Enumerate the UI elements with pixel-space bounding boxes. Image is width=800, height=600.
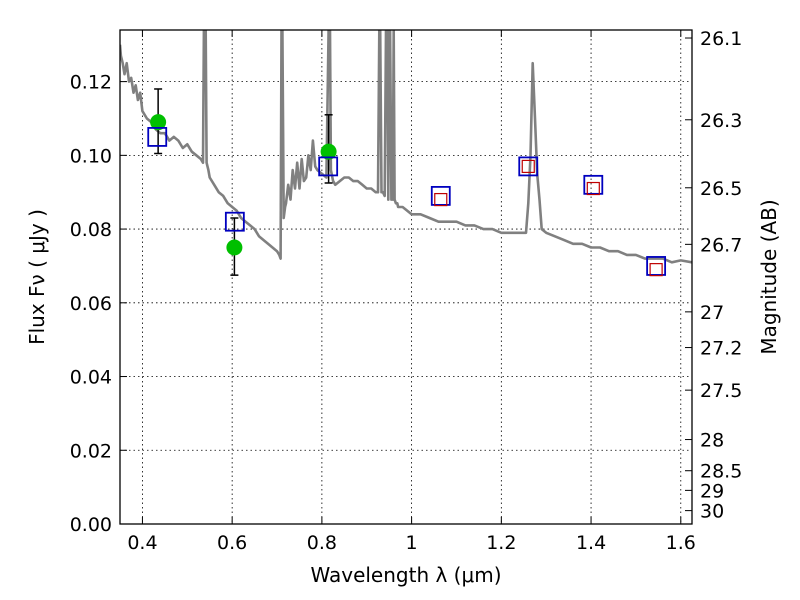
y2-tick-label: 27.2	[700, 338, 742, 360]
y2-tick-label: 29	[700, 480, 724, 502]
plot-frame	[119, 29, 693, 525]
y2-tick-label: 26.3	[700, 110, 742, 132]
upper-limit-square	[521, 159, 535, 174]
y2-tick-label: 27	[700, 302, 724, 324]
y2-tick-label: 26.1	[700, 28, 742, 50]
x-tick-label: 1.4	[576, 532, 606, 554]
x-tick-label: 0.6	[217, 532, 247, 554]
y2-tick-label: 26.7	[700, 234, 742, 256]
y2-tick-label: 26.5	[700, 178, 742, 200]
observed-flux-point	[226, 239, 243, 256]
y-tick-label: 0.10	[70, 145, 112, 167]
model-flux-square	[147, 127, 168, 147]
upper-limit-square	[649, 263, 663, 277]
upper-limit-square	[434, 192, 448, 207]
y2-axis-title: Magnitude (AB)	[757, 199, 781, 354]
model-flux-square	[583, 174, 604, 195]
y2-tick-label: 28	[700, 430, 724, 452]
x-tick-label: 0.4	[127, 532, 157, 554]
observed-flux-point	[150, 114, 167, 131]
tick-labels: 0.4 0.6 0.8 1 1.2 1.4 1.6 0.00 0.02 0.04 0.06 0.08 0…	[70, 28, 743, 554]
data-layer	[120, 30, 692, 277]
y-tick-label: 0.00	[70, 514, 112, 536]
upper-limit-square	[586, 181, 600, 196]
y2-tick-label: 27.5	[700, 380, 742, 402]
axis-ticks	[120, 30, 692, 525]
y-tick-label: 0.08	[70, 219, 112, 241]
x-tick-label: 0.8	[307, 532, 337, 554]
y-axis-title: Flux Fν ( μJy )	[25, 209, 49, 345]
y-tick-label: 0.12	[70, 72, 112, 94]
y-tick-label: 0.02	[70, 440, 112, 462]
model-flux-square	[318, 156, 339, 177]
y2-tick-label: 28.5	[700, 461, 742, 483]
model-flux-square	[646, 256, 667, 276]
x-tick-label: 1.6	[666, 532, 696, 554]
y-tick-label: 0.06	[70, 293, 112, 315]
model-spectrum-line	[120, 30, 692, 264]
plot-area	[120, 30, 692, 277]
model-flux-square	[430, 185, 451, 206]
y2-tick-label: 30	[700, 501, 724, 523]
x-tick-label: 1.2	[486, 532, 516, 554]
model-flux-square	[518, 156, 539, 177]
observed-flux-point	[320, 143, 337, 160]
x-axis-title: Wavelength λ (μm)	[310, 563, 501, 587]
model-flux-square	[224, 211, 245, 232]
y-tick-label: 0.04	[70, 367, 112, 389]
x-tick-label: 1	[406, 532, 418, 554]
